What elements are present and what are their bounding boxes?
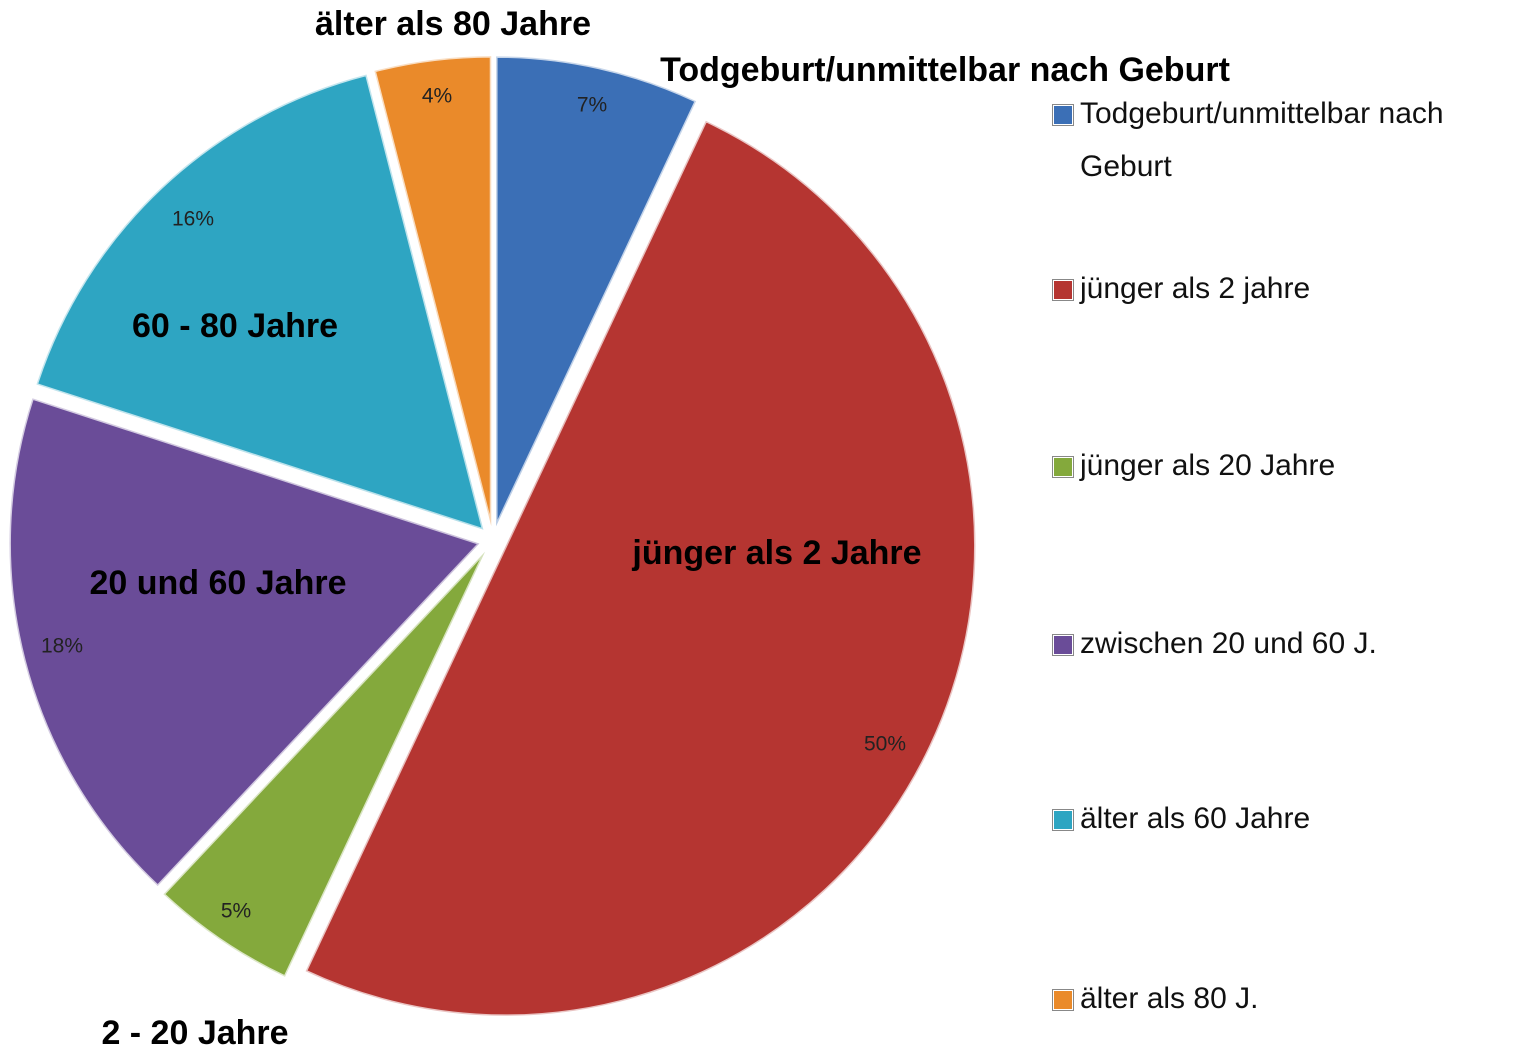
legend-item: älter als 60 Jahre: [1053, 793, 1523, 846]
slice-annotation: jünger als 2 Jahre: [631, 534, 921, 572]
data-label: 50%: [864, 733, 906, 756]
legend-item: zwischen 20 und 60 J.: [1053, 618, 1523, 671]
data-label: 5%: [221, 900, 251, 923]
legend-label: Todgeburt/unmittelbar nach Geburt: [1080, 97, 1444, 183]
data-label: 4%: [422, 85, 452, 108]
legend-item: jünger als 2 jahre: [1053, 263, 1523, 316]
legend-swatch: [1053, 810, 1073, 830]
legend-label: jünger als 2 jahre: [1080, 272, 1311, 305]
legend-label: jünger als 20 Jahre: [1080, 449, 1336, 482]
legend-label: älter als 80 J.: [1080, 982, 1259, 1015]
legend-item: Todgeburt/unmittelbar nach Geburt: [1053, 88, 1523, 193]
legend-item: älter als 80 J.: [1053, 973, 1523, 1026]
slice-annotation: 60 - 80 Jahre: [132, 307, 338, 345]
legend-swatch: [1053, 280, 1073, 300]
legend-label: zwischen 20 und 60 J.: [1080, 627, 1377, 660]
slice-annotation: älter als 80 Jahre: [315, 5, 591, 43]
legend-swatch: [1053, 457, 1073, 477]
legend-swatch: [1053, 635, 1073, 655]
legend-swatch: [1053, 990, 1073, 1010]
slice-annotation: 20 und 60 Jahre: [89, 564, 346, 602]
legend-label: älter als 60 Jahre: [1080, 802, 1311, 835]
slice-annotation: 2 - 20 Jahre: [101, 1014, 288, 1052]
data-label: 16%: [172, 208, 214, 231]
legend-swatch: [1053, 105, 1073, 125]
slice-annotation: Todgeburt/unmittelbar nach Geburt: [660, 51, 1230, 89]
data-label: 18%: [41, 635, 83, 658]
legend-item: jünger als 20 Jahre: [1053, 440, 1523, 493]
data-label: 7%: [577, 94, 607, 117]
